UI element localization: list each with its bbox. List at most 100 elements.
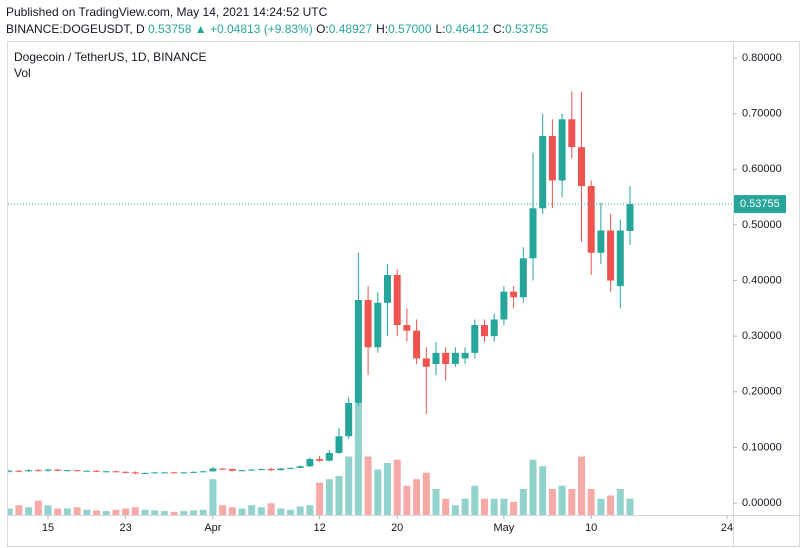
volume-bar — [519, 489, 527, 515]
volume-bar — [296, 506, 304, 515]
candle-body — [510, 291, 518, 298]
volume-bar — [578, 456, 585, 515]
volume-bar — [587, 489, 595, 515]
plot — [8, 91, 634, 515]
volume-bar — [170, 511, 178, 515]
x-tick-label: 10 — [585, 522, 597, 534]
candle-body — [83, 470, 91, 472]
x-tick-label: 23 — [119, 522, 131, 534]
volume-bar — [267, 503, 275, 515]
candle-body — [228, 469, 236, 471]
last-price: 0.53758 — [148, 22, 192, 36]
x-tick-label: 12 — [313, 522, 325, 534]
y-tick-label: 0.20000 — [742, 386, 782, 398]
volume-bar — [442, 498, 450, 515]
ohlc-value: 0.53755 — [504, 22, 549, 36]
volume-bar — [607, 495, 615, 515]
candle-body — [54, 469, 62, 471]
x-tick-label: 24 — [721, 522, 733, 534]
candle-body — [267, 469, 275, 471]
candle-body — [25, 470, 33, 472]
volume-bar — [422, 472, 430, 515]
candle-body — [219, 468, 227, 470]
candle-body — [63, 470, 71, 472]
symbol: BINANCE:DOGEUSDT, D — [6, 22, 145, 36]
volume-bar — [568, 489, 576, 515]
candle-body — [34, 470, 42, 472]
volume-bar — [539, 466, 547, 515]
candle-body — [102, 471, 110, 473]
volume-bar — [325, 479, 333, 515]
candle-body — [442, 352, 450, 364]
volume-bar — [364, 456, 372, 515]
candle-body — [519, 258, 527, 298]
change: ▲ +0.04813 (+9.83%) — [194, 22, 313, 36]
candle-body — [490, 319, 498, 337]
candle-body — [607, 230, 615, 281]
x-tick-label: May — [494, 522, 515, 534]
candle-body — [170, 472, 178, 474]
candle-body — [131, 472, 139, 474]
volume-bar — [345, 456, 353, 515]
published-line: Published on TradingView.com, May 14, 20… — [6, 5, 328, 19]
volume-bar — [15, 505, 23, 515]
volume-bar — [151, 510, 159, 515]
candle-body — [160, 472, 168, 474]
volume-bar — [219, 505, 227, 515]
y-tick-label: 0.10000 — [742, 441, 782, 453]
volume-bar — [384, 463, 391, 515]
volume-bar — [180, 511, 188, 515]
candle-body — [568, 119, 576, 148]
candle-body — [306, 459, 314, 467]
candle-body — [325, 452, 333, 461]
chart-title: Dogecoin / TetherUS, 1D, BINANCE — [14, 50, 207, 64]
volume-bar — [374, 469, 382, 515]
candle-body — [384, 274, 391, 303]
candle-body — [597, 230, 605, 253]
volume-bar — [63, 508, 71, 515]
candle-body — [8, 470, 13, 472]
candle-body — [364, 300, 372, 348]
volume-bar — [34, 500, 42, 515]
y-tick-label: 0.60000 — [742, 163, 782, 175]
volume-bar — [44, 505, 52, 515]
candle-body — [238, 470, 246, 472]
candle-body — [296, 466, 304, 468]
y-tick-label: 0.00000 — [742, 497, 782, 509]
y-tick-label: 0.40000 — [742, 274, 782, 286]
volume-bar — [529, 459, 537, 515]
volume-bar — [160, 511, 168, 515]
volume-bar — [112, 509, 120, 515]
candle-body — [413, 330, 421, 359]
volume-bar — [73, 507, 81, 515]
candle-body — [422, 358, 430, 367]
volume-bar — [306, 505, 314, 515]
candle-body — [548, 135, 556, 181]
x-tick-label: Apr — [204, 522, 221, 534]
last-price-box — [734, 195, 786, 214]
volume-bar — [25, 507, 33, 515]
volume-bar — [616, 489, 624, 515]
volume-label: Vol — [14, 66, 31, 80]
frame — [7, 41, 800, 547]
volume-bar — [548, 489, 556, 515]
candle-body — [403, 325, 411, 331]
candle-body — [587, 186, 595, 253]
volume-bar — [83, 509, 91, 515]
candle-body — [73, 470, 81, 472]
volume-bar — [354, 398, 362, 515]
volume-bar — [102, 511, 110, 515]
candle-body — [578, 147, 585, 187]
volume-bar — [316, 482, 324, 515]
volume-bar — [8, 508, 13, 515]
candle-body — [345, 402, 353, 437]
volume-bar — [190, 510, 197, 515]
volume-bar — [335, 476, 343, 515]
candle-body — [626, 204, 634, 231]
candle-body — [335, 436, 343, 453]
candle-body — [616, 230, 624, 287]
volume-bar — [257, 507, 265, 515]
volume-bar — [248, 505, 256, 515]
